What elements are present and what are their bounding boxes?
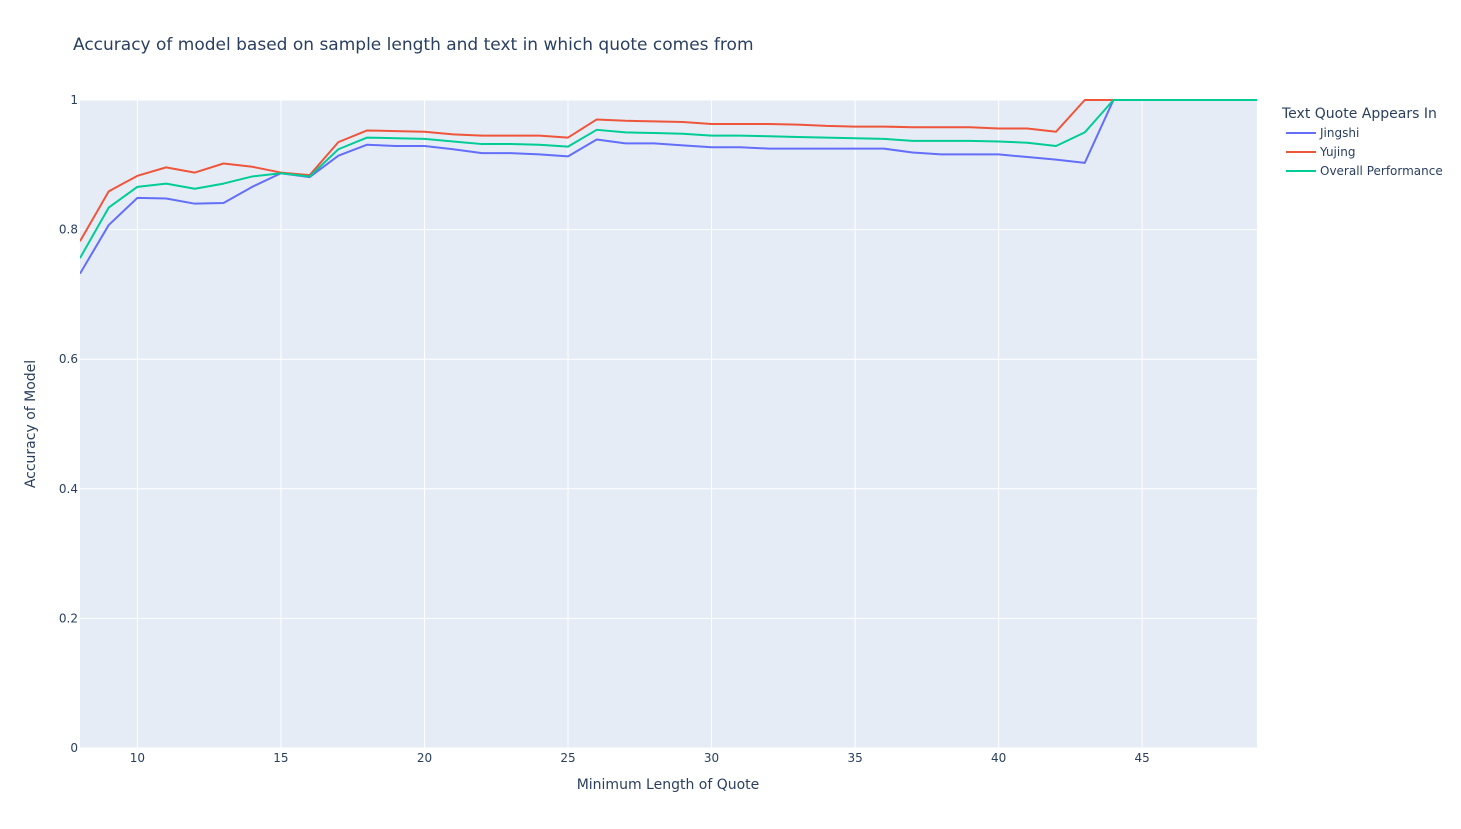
- x-tick-label: 20: [417, 751, 432, 765]
- y-tick-label: 0: [70, 741, 78, 755]
- x-tick-label: 25: [560, 751, 575, 765]
- series-line-jingshi: [80, 99, 1257, 275]
- legend-item-jingshi[interactable]: Jingshi: [1286, 126, 1359, 140]
- x-gridlines: [136, 100, 1143, 748]
- x-tick-label: 35: [847, 751, 862, 765]
- y-tick-labels: 0 0.2 0.4 0.6 0.8 1: [59, 93, 78, 755]
- y-axis-title: Accuracy of Model: [23, 360, 39, 488]
- y-tick-label: 0.4: [59, 482, 78, 496]
- legend-title: Text Quote Appears In: [1281, 106, 1437, 122]
- y-tick-label: 0.2: [59, 611, 78, 625]
- x-tick-label: 10: [130, 751, 145, 765]
- series-line-overall-performance: [80, 99, 1257, 259]
- legend: Text Quote Appears In Jingshi Yujing Overa…: [1281, 106, 1443, 178]
- series-lines: [80, 99, 1257, 275]
- y-gridlines: [80, 99, 1257, 749]
- y-tick-label: 1: [70, 93, 78, 107]
- legend-label: Jingshi: [1319, 126, 1359, 140]
- x-tick-label: 30: [704, 751, 719, 765]
- x-axis-title: Minimum Length of Quote: [577, 777, 760, 793]
- y-tick-label: 0.8: [59, 223, 78, 237]
- plot-area: [80, 100, 1257, 748]
- legend-label: Yujing: [1319, 145, 1355, 159]
- legend-label: Overall Performance: [1320, 164, 1443, 178]
- legend-item-yujing[interactable]: Yujing: [1286, 145, 1355, 159]
- series-line-yujing: [80, 99, 1257, 242]
- x-tick-label: 15: [273, 751, 288, 765]
- x-tick-label: 45: [1135, 751, 1150, 765]
- x-tick-labels: 10 15 20 25 30 35 40 45: [130, 751, 1150, 765]
- x-tick-label: 40: [991, 751, 1006, 765]
- y-tick-label: 0.6: [59, 352, 78, 366]
- legend-item-overall-performance[interactable]: Overall Performance: [1286, 164, 1443, 178]
- chart-title: Accuracy of model based on sample length…: [73, 35, 754, 55]
